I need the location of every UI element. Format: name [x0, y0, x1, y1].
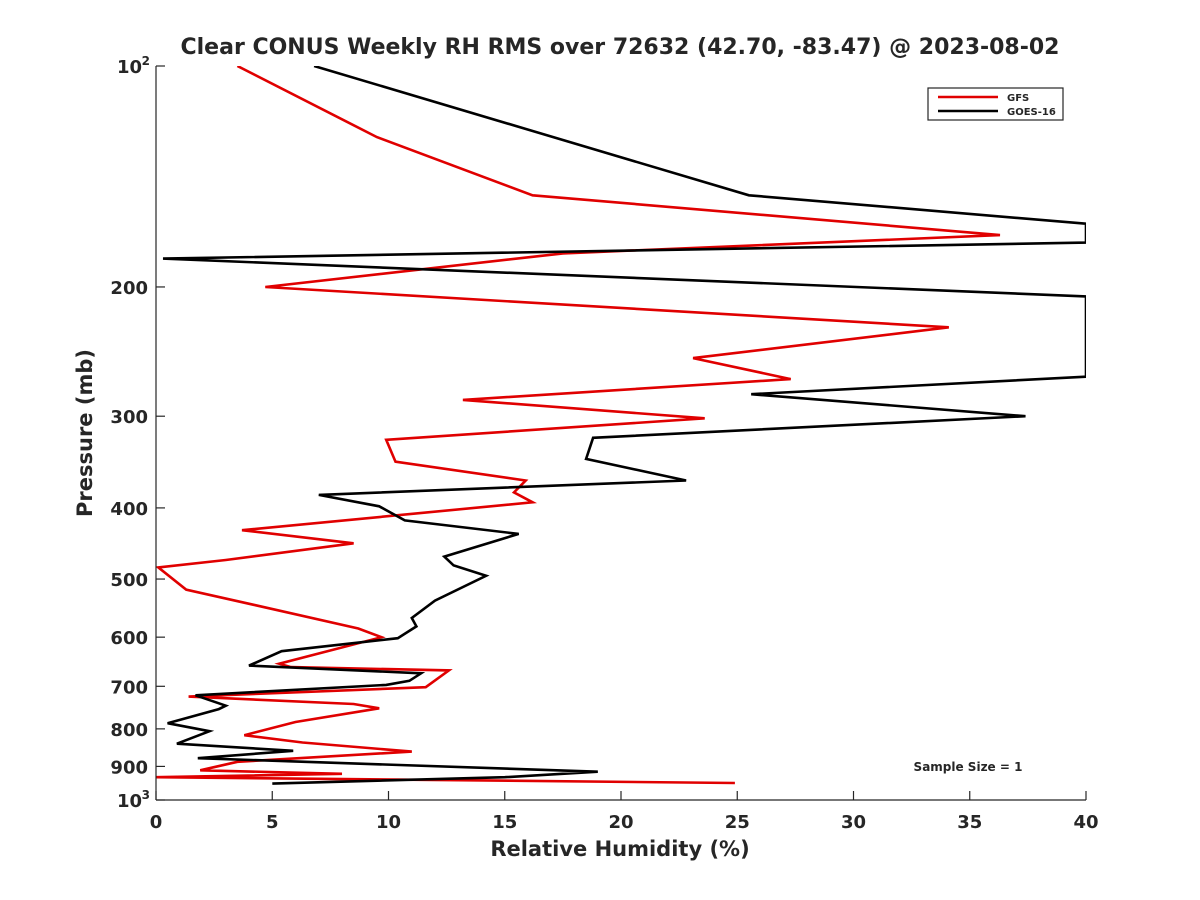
x-tick-label: 20: [608, 812, 633, 833]
y-tick-label: 10: [117, 57, 142, 78]
series-line-goes-16: [162, 66, 1086, 785]
y-tick-label: 600: [110, 628, 148, 649]
x-tick-label: 35: [957, 812, 982, 833]
series-line-gfs: [156, 66, 1001, 785]
x-tick-label: 15: [492, 812, 517, 833]
y-tick-label: 500: [110, 570, 148, 591]
x-tick-label: 5: [266, 812, 279, 833]
x-tick-label: 25: [725, 812, 750, 833]
y-axis-label: Pressure (mb): [73, 349, 97, 517]
x-axis-label: Relative Humidity (%): [490, 837, 749, 861]
y-tick-exponent: 3: [142, 788, 150, 802]
legend-label: GFS: [1007, 93, 1029, 104]
x-axis: 0 5 10 15 20 25 30 35 40: [150, 791, 1099, 833]
y-tick-label: 900: [110, 757, 148, 778]
legend-label: GOES-16: [1007, 107, 1056, 118]
sample-size-annotation: Sample Size = 1: [914, 760, 1023, 774]
y-tick-label: 200: [110, 278, 148, 299]
x-tick-label: 40: [1073, 812, 1098, 833]
y-tick-label: 800: [110, 720, 148, 741]
x-tick-label: 0: [150, 812, 163, 833]
y-tick-label: 10: [117, 791, 142, 812]
y-tick-label: 700: [110, 677, 148, 698]
legend: GFS GOES-16: [927, 87, 1064, 121]
y-tick-label: 300: [110, 407, 148, 428]
legend-box: [927, 87, 1064, 121]
x-tick-label: 10: [376, 812, 401, 833]
plot-area: [156, 66, 1086, 785]
y-tick-label: 400: [110, 499, 148, 520]
chart-title: Clear CONUS Weekly RH RMS over 72632 (42…: [181, 35, 1060, 60]
y-tick-exponent: 2: [142, 54, 150, 68]
x-tick-label: 30: [841, 812, 866, 833]
